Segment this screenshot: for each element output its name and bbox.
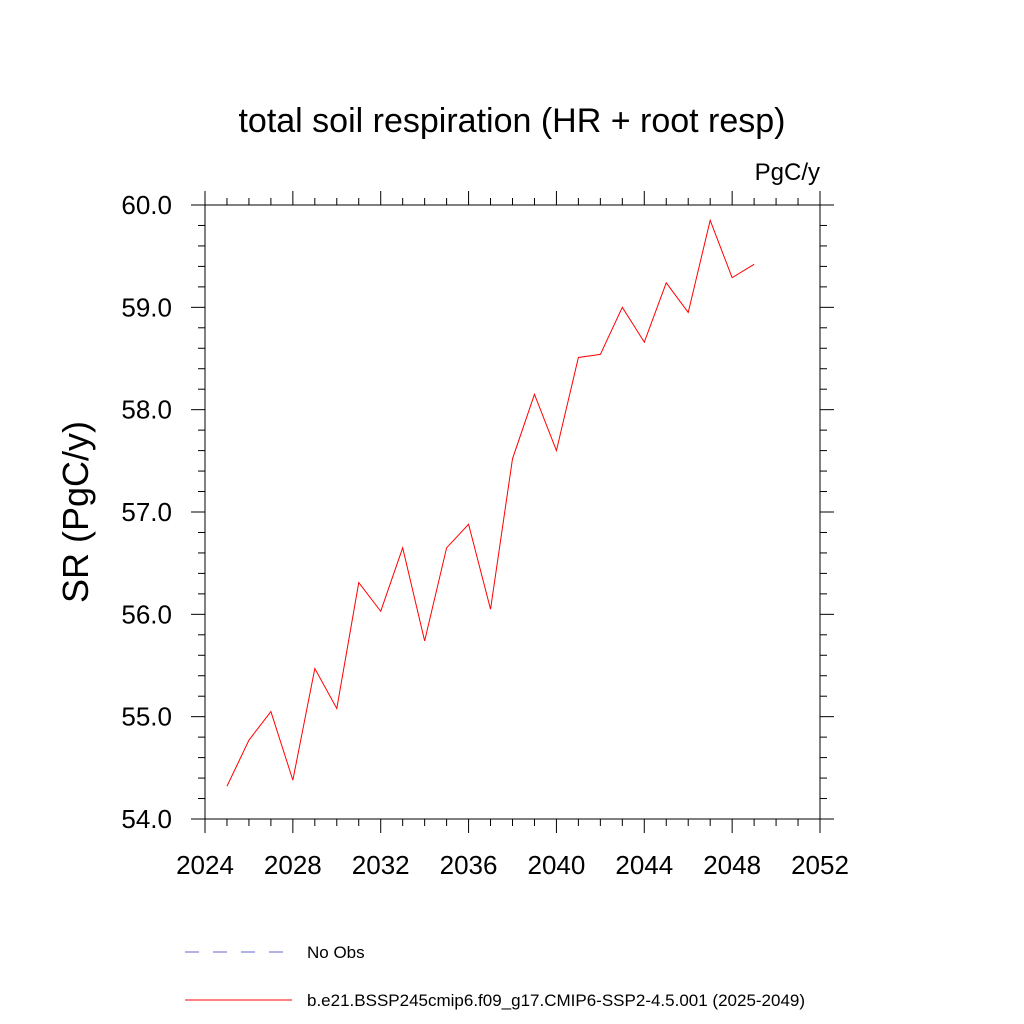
y-tick-label: 60.0 <box>121 190 172 220</box>
y-tick-label: 55.0 <box>121 702 172 732</box>
x-tick-label: 2040 <box>528 850 586 880</box>
plot-frame <box>204 204 821 820</box>
y-axis-label: SR (PgC/y) <box>55 421 96 603</box>
legend-label-no-obs: No Obs <box>307 943 365 962</box>
y-tick-label: 57.0 <box>121 497 172 527</box>
x-tick-label: 2048 <box>703 850 761 880</box>
x-tick-label: 2028 <box>264 850 322 880</box>
x-tick-label: 2024 <box>176 850 234 880</box>
x-tick-label: 2044 <box>615 850 673 880</box>
x-tick-label: 2036 <box>440 850 498 880</box>
series-layer <box>226 218 755 787</box>
series-line <box>226 218 755 787</box>
legend: No Obs b.e21.BSSP245cmip6.f09_g17.CMIP6-… <box>185 943 805 1010</box>
y-tick-label: 59.0 <box>121 292 172 322</box>
y-tick-label: 54.0 <box>121 804 172 834</box>
tick-labels: 2024 2028 2032 2036 2040 2044 2048 2052 54.0 55.0… <box>121 190 849 880</box>
legend-label-model-run: b.e21.BSSP245cmip6.f09_g17.CMIP6-SSP2-4.… <box>307 991 805 1010</box>
y-tick-label: 58.0 <box>121 395 172 425</box>
x-tick-label: 2052 <box>791 850 849 880</box>
units-label: PgC/y <box>755 159 820 186</box>
x-tick-label: 2032 <box>352 850 410 880</box>
minor-ticks <box>198 198 827 826</box>
y-tick-label: 56.0 <box>121 599 172 629</box>
chart-title: total soil respiration (HR + root resp) <box>238 102 785 140</box>
major-ticks <box>191 191 834 833</box>
